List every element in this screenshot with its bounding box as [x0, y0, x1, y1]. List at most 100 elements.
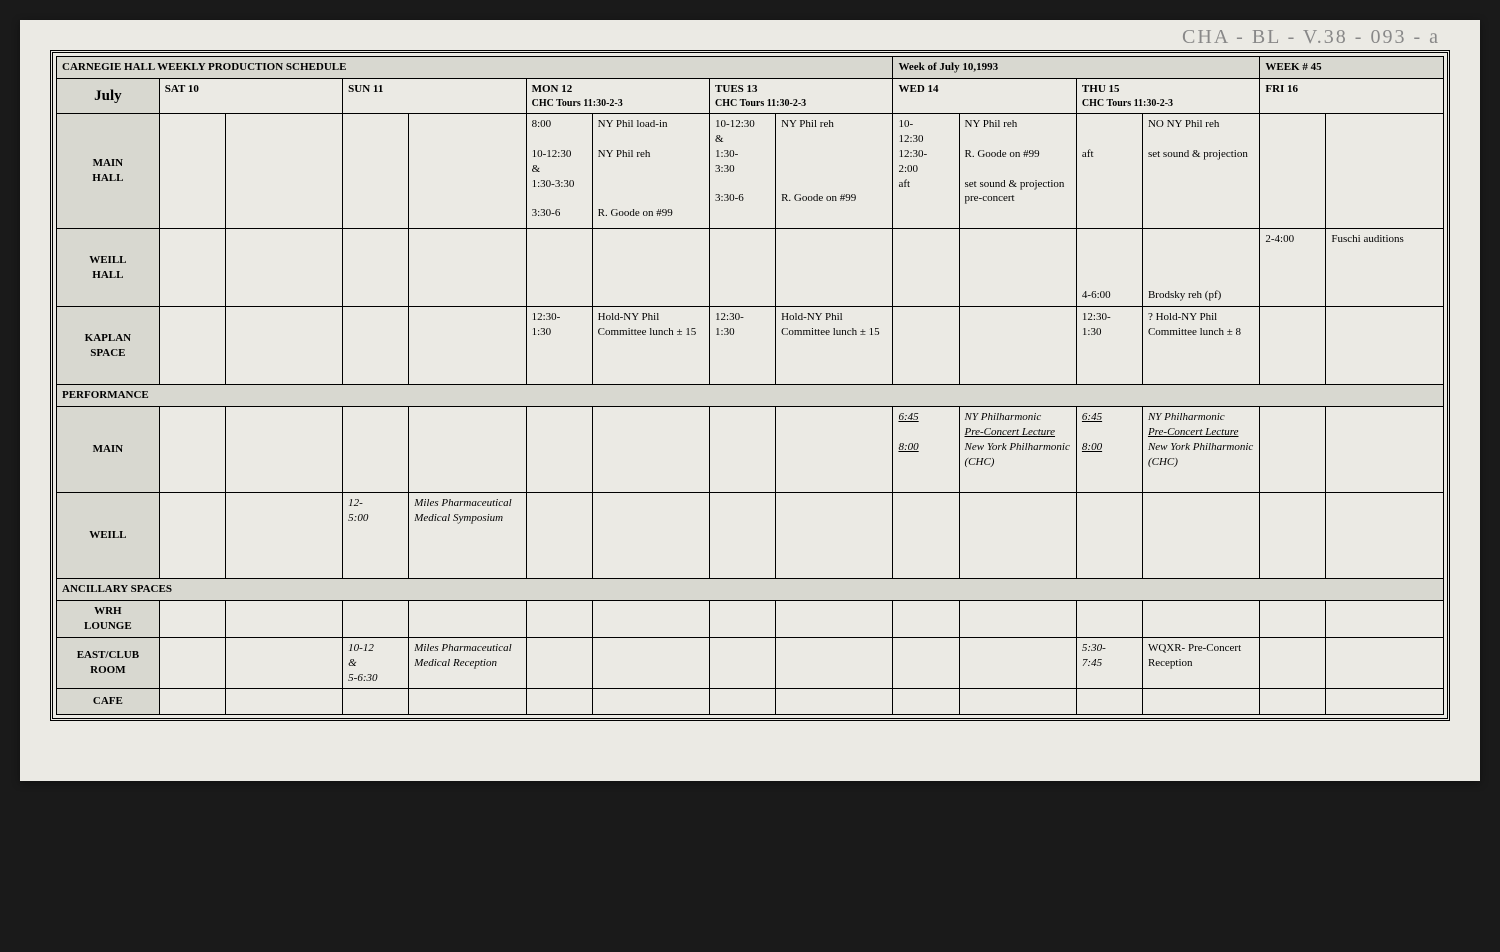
cell [1260, 407, 1326, 493]
row-perf-main: MAIN 6:45 8:00 NY Philharmonic Pre-Conce… [57, 407, 1444, 493]
cell-desc: Hold-NY Phil Committee lunch ± 15 [776, 307, 893, 385]
cell [710, 689, 776, 715]
cell [409, 307, 526, 385]
cell [159, 307, 225, 385]
cell-desc: Miles Pharmaceutical Medical Symposium [409, 493, 526, 579]
cell-time: 6:45 8:00 [893, 407, 959, 493]
cell [225, 229, 342, 307]
perf-line: NY Philharmonic [965, 411, 1042, 423]
section-label: PERFORMANCE [57, 385, 1444, 407]
cell [409, 407, 526, 493]
cell [343, 407, 409, 493]
cell [1326, 637, 1444, 689]
cell [710, 493, 776, 579]
perf-line: NY Philharmonic [1148, 411, 1225, 423]
cell [409, 229, 526, 307]
day-tue: TUES 13 CHC Tours 11:30-2-3 [710, 78, 893, 113]
cell-time: aft [1076, 114, 1142, 229]
cell [526, 601, 592, 638]
cell [343, 307, 409, 385]
day-wed: WED 14 [893, 78, 1076, 113]
cell [1260, 601, 1326, 638]
cell [159, 637, 225, 689]
day-sublabel: CHC Tours 11:30-2-3 [715, 97, 887, 111]
cell [592, 601, 709, 638]
day-sublabel: CHC Tours 11:30-2-3 [1082, 97, 1254, 111]
cell [776, 407, 893, 493]
cell-desc: Fuschi auditions [1326, 229, 1444, 307]
cell [710, 601, 776, 638]
cell [710, 407, 776, 493]
day-label: THU 15 [1082, 83, 1120, 95]
day-label: FRI 16 [1265, 83, 1298, 95]
cell-time: 10-12:30 & 1:30- 3:30 3:30-6 [710, 114, 776, 229]
cell-desc: WQXR- Pre-Concert Reception [1142, 637, 1259, 689]
row-label: KAPLAN SPACE [57, 307, 160, 385]
cell [225, 407, 342, 493]
cell [959, 229, 1076, 307]
cell [526, 229, 592, 307]
cell [159, 229, 225, 307]
header-week-num: WEEK # 45 [1260, 57, 1444, 79]
cell-desc: NO NY Phil reh set sound & projection [1142, 114, 1259, 229]
row-label: WEILL [57, 493, 160, 579]
cell [225, 114, 342, 229]
cell-desc: NY Philharmonic Pre-Concert Lecture New … [1142, 407, 1259, 493]
cell [526, 637, 592, 689]
row-label: CAFE [57, 689, 160, 715]
row-perf-weill: WEILL 12- 5:00 Miles Pharmaceutical Medi… [57, 493, 1444, 579]
time-text: 6:45 8:00 [1082, 411, 1102, 453]
cell-time: 12- 5:00 [343, 493, 409, 579]
schedule-table: CARNEGIE HALL WEEKLY PRODUCTION SCHEDULE… [56, 56, 1444, 715]
handwritten-note: CHA - BL - V.38 - 093 - a [1182, 26, 1440, 49]
row-label: MAIN HALL [57, 114, 160, 229]
cell [526, 689, 592, 715]
cell [893, 229, 959, 307]
cell-time: 6:45 8:00 [1076, 407, 1142, 493]
day-sun: SUN 11 [343, 78, 526, 113]
cell [1142, 689, 1259, 715]
perf-line: Pre-Concert Lecture [1148, 426, 1239, 438]
cell [959, 601, 1076, 638]
cell [1326, 689, 1444, 715]
cell [1260, 114, 1326, 229]
cell [776, 601, 893, 638]
cell [225, 601, 342, 638]
cell [225, 637, 342, 689]
cell [893, 601, 959, 638]
cell [1076, 601, 1142, 638]
day-mon: MON 12CHC Tours 11:30-2-3 [526, 78, 709, 113]
cell [159, 493, 225, 579]
day-fri: FRI 16 [1260, 78, 1444, 113]
cell-desc: NY Phil reh R. Goode on #99 set sound & … [959, 114, 1076, 229]
cell [1076, 689, 1142, 715]
cell [893, 307, 959, 385]
cell-time: 12:30- 1:30 [710, 307, 776, 385]
row-label: MAIN [57, 407, 160, 493]
cell-time: 5:30- 7:45 [1076, 637, 1142, 689]
cell [1326, 493, 1444, 579]
day-sat: SAT 10 [159, 78, 342, 113]
day-label: SAT 10 [165, 83, 199, 95]
row-main-hall: MAIN HALL 8:00 10-12:30 & 1:30-3:30 3:30… [57, 114, 1444, 229]
cell-desc: NY Phil reh R. Goode on #99 [776, 114, 893, 229]
cell [959, 493, 1076, 579]
cell [592, 637, 709, 689]
cell [526, 493, 592, 579]
cell [1142, 493, 1259, 579]
cell-desc: NY Phil load-in NY Phil reh R. Goode on … [592, 114, 709, 229]
cell [776, 689, 893, 715]
cell-desc: Miles Pharmaceutical Medical Reception [409, 637, 526, 689]
day-header-row: July SAT 10 SUN 11 MON 12CHC Tours 11:30… [57, 78, 1444, 113]
cell [1326, 307, 1444, 385]
cell-time: 4-6:00 [1076, 229, 1142, 307]
cell-time: 12:30- 1:30 [1076, 307, 1142, 385]
cell [1326, 601, 1444, 638]
cell [1142, 601, 1259, 638]
header-week-of: Week of July 10,1993 [893, 57, 1260, 79]
day-label: TUES 13 [715, 83, 758, 95]
cell-time: 12:30- 1:30 [526, 307, 592, 385]
document-page: CHA - BL - V.38 - 093 - a CARNEGIE HALL … [20, 20, 1480, 781]
section-label: ANCILLARY SPACES [57, 579, 1444, 601]
cell [343, 114, 409, 229]
